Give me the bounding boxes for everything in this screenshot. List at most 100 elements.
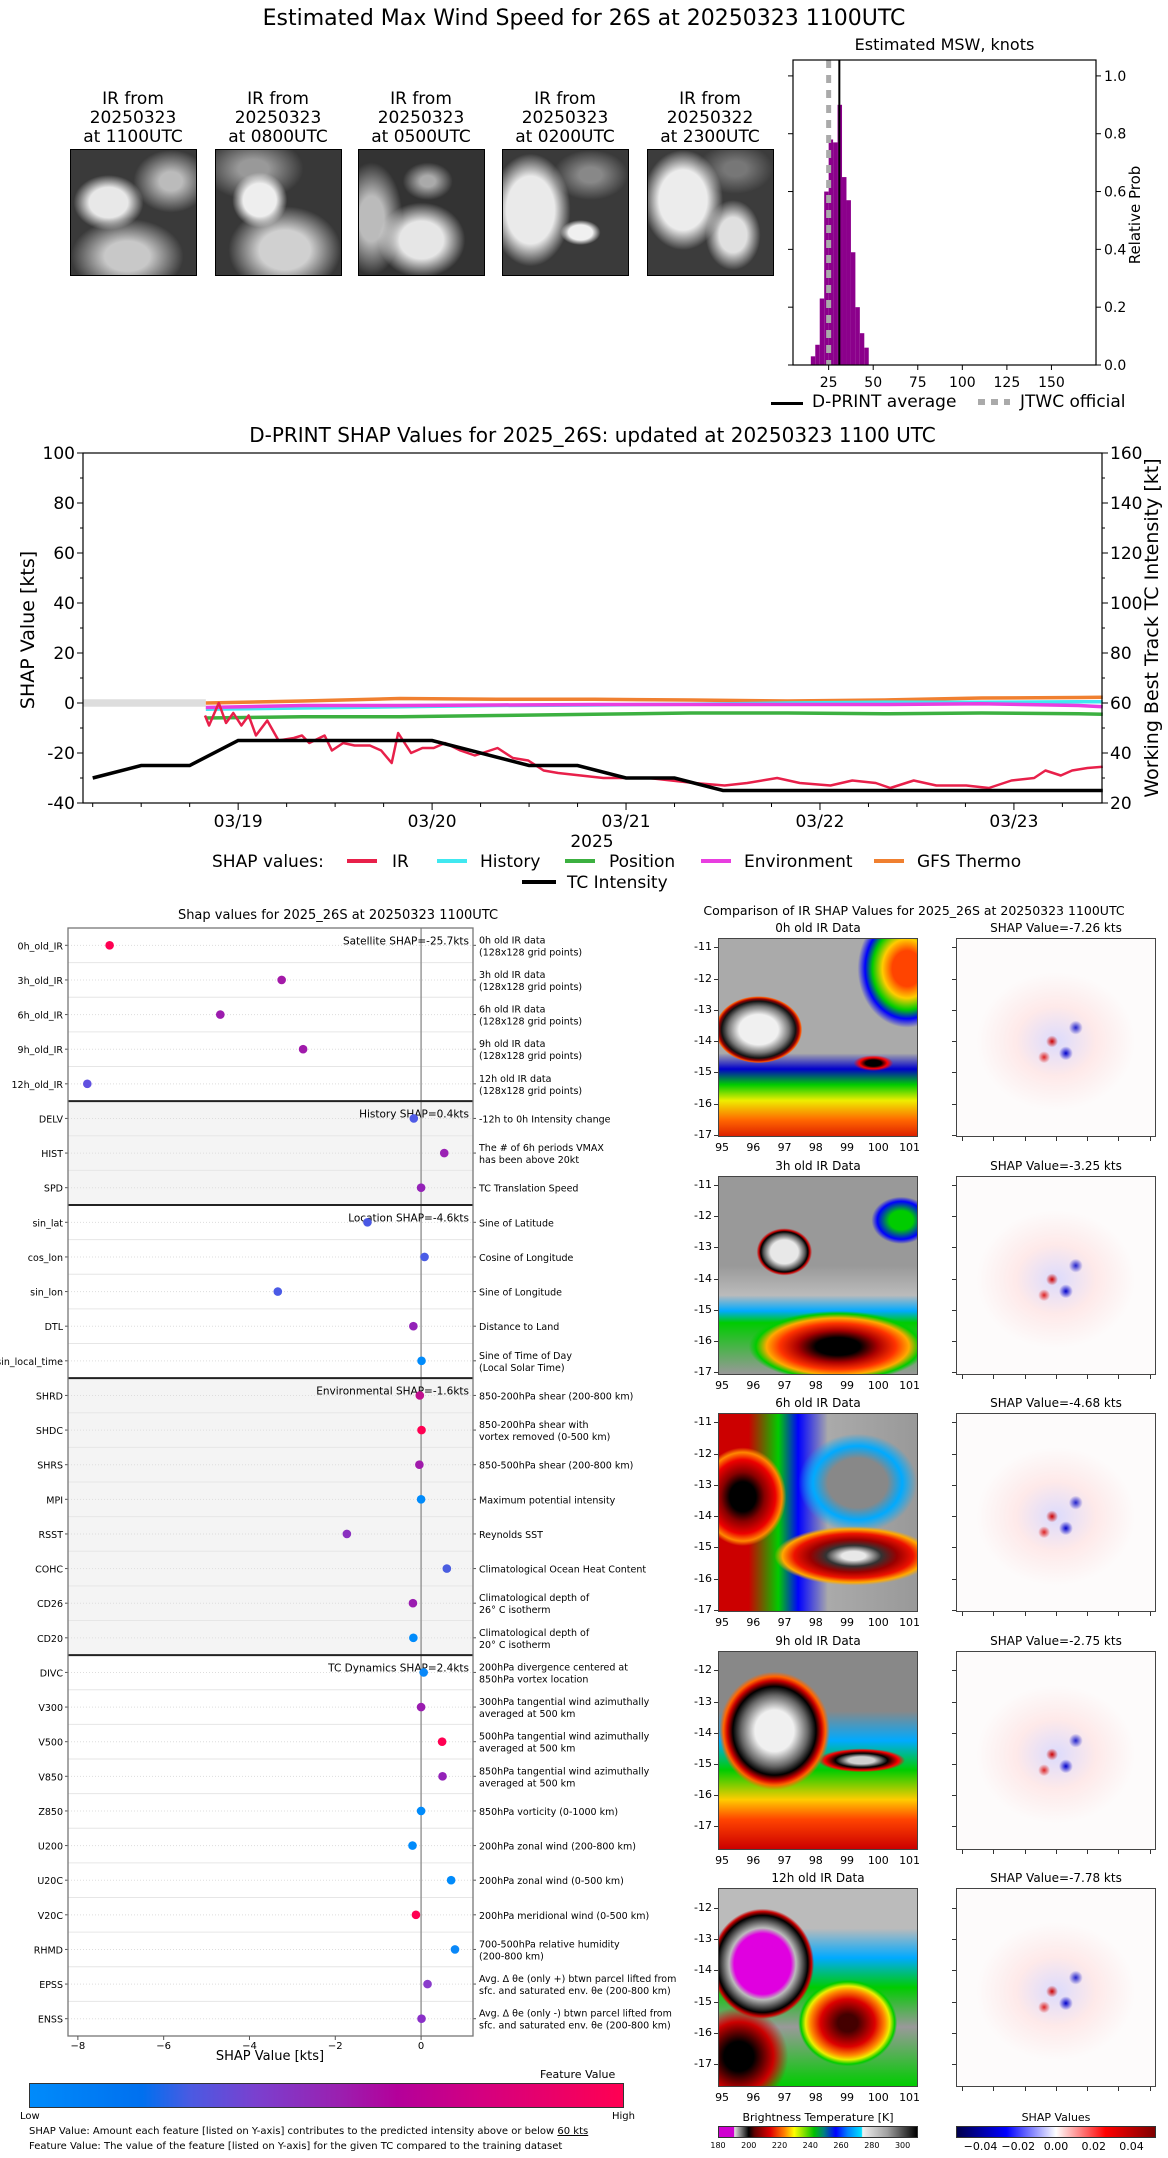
- x-tick-label: 03/22: [795, 812, 844, 832]
- ir-thumbnail-image: [647, 149, 774, 276]
- lon-tick-label: 101: [899, 1853, 921, 1867]
- group-shap-annotation: TC Dynamics SHAP=2.4kts: [327, 1662, 469, 1674]
- shap-lon-tick: [1087, 1849, 1089, 1854]
- feature-description: Climatological depth of: [479, 1628, 590, 1639]
- feature-label: V500: [38, 1738, 63, 1749]
- lat-tick: [714, 1547, 718, 1549]
- shap-heatmap-image: [956, 1413, 1156, 1612]
- label-line: 20250323: [377, 108, 465, 128]
- lat-tick-label: -15: [694, 1757, 712, 1771]
- shap-dot-v20c: [411, 1910, 421, 1920]
- lat-tick: [714, 1247, 718, 1249]
- shap-dot-enss: [417, 2014, 426, 2023]
- shap-dot-v500: [437, 1737, 447, 1746]
- shap-tick-label: −0.02: [1001, 2140, 1036, 2153]
- lat-tick: [714, 1907, 718, 1909]
- shap-lon-tick: [1055, 1849, 1057, 1854]
- lat-tick: [714, 978, 718, 980]
- feature-description: 700-500hPa relative humidity: [479, 1939, 620, 1950]
- y-right-tick-label: 60: [1110, 694, 1132, 714]
- shap-colorbar-title: SHAP Values: [1021, 2111, 1091, 2124]
- lat-tick-label: -12: [694, 1446, 712, 1460]
- shap-lon-tick: [1118, 1374, 1120, 1379]
- histogram-bar: [855, 307, 860, 365]
- feature-label: CD20: [37, 1634, 63, 1645]
- shap-dot-v300: [416, 1702, 426, 1712]
- shap-lat-tick: [952, 1422, 956, 1424]
- shap-panel-title: SHAP Value=-3.25 kts: [990, 1158, 1122, 1173]
- feature-label: SHDC: [36, 1426, 63, 1437]
- y-right-tick-label: 140: [1110, 494, 1142, 514]
- lat-tick-label: -15: [694, 1994, 712, 2008]
- x-tick-label: 25: [820, 375, 838, 391]
- lon-tick-label: 101: [899, 1141, 921, 1154]
- y-right-tick-label: 100: [1110, 594, 1142, 614]
- x-axis-label: 2025: [570, 832, 613, 852]
- feature-description: 500hPa tangential wind azimuthally: [479, 1732, 650, 1743]
- feature-description: 26° C isotherm: [479, 1605, 551, 1616]
- shap-lon-tick: [993, 1137, 995, 1141]
- x-tick-label: 75: [909, 375, 927, 391]
- lon-tick-label: 98: [808, 1378, 823, 1392]
- lon-tick-label: 100: [867, 1141, 889, 1154]
- lon-tick-label: 101: [899, 2091, 921, 2104]
- legend-title: SHAP values:: [212, 852, 324, 872]
- lon-tick-label: 96: [746, 1616, 761, 1629]
- feature-description: Climatological Ocean Heat Content: [479, 1565, 646, 1576]
- ir-thumbnail-label: IR from 20250323 at 0800UTC: [198, 90, 358, 147]
- lat-tick-label: -16: [694, 1096, 712, 1110]
- histogram-bar: [819, 298, 825, 365]
- feature-description: vortex removed (0-500 km): [479, 1432, 610, 1443]
- shap-dot-hist: [439, 1148, 449, 1158]
- lon-tick-label: 97: [777, 1616, 792, 1629]
- feature-value-colorbar-title: Feature Value: [540, 2068, 616, 2081]
- group-shap-annotation: Environmental SHAP=-1.6kts: [316, 1385, 469, 1397]
- feature-description: Reynolds SST: [479, 1530, 543, 1541]
- shap-dot-sin_lat: [363, 1218, 372, 1227]
- lat-tick-label: -17: [694, 1365, 712, 1379]
- y-tick-label: -20: [47, 744, 75, 764]
- shap-lat-tick: [952, 1701, 956, 1703]
- y-right-tick-label: 120: [1110, 544, 1142, 564]
- ir-thumbnail-label: IR from 20250323 at 0200UTC: [485, 90, 645, 147]
- lat-tick: [714, 1732, 718, 1734]
- feature-label: RHMD: [34, 1945, 63, 1956]
- shap-dot-v850: [438, 1772, 447, 1781]
- shap-lat-tick: [952, 978, 956, 980]
- label-line: 20250323: [521, 108, 609, 128]
- lat-tick: [714, 1795, 718, 1797]
- lat-tick: [714, 1009, 718, 1011]
- shap-lat-tick: [952, 1826, 956, 1828]
- shap-lat-tick: [952, 1764, 956, 1766]
- lat-tick: [714, 1309, 718, 1311]
- label-line: 20250323: [89, 108, 177, 128]
- lat-tick-label: -12: [694, 1663, 712, 1677]
- feature-description: 850hPa tangential wind azimuthally: [479, 1766, 650, 1777]
- baseline-band: [83, 699, 206, 707]
- legend-jtwc-label: JTWC official: [1020, 392, 1126, 412]
- legend-label: History: [480, 852, 540, 872]
- shap-dot-cohc: [442, 1564, 452, 1573]
- shap-dot-shrd: [415, 1391, 425, 1400]
- lon-tick-label: 98: [808, 1616, 823, 1629]
- y-tick-label: 40: [53, 594, 75, 614]
- lat-tick: [714, 1670, 718, 1672]
- shap-dot-cd20: [409, 1633, 418, 1643]
- feature-description: averaged at 500 km: [479, 1709, 575, 1720]
- histogram-bar: [833, 142, 838, 365]
- lat-tick: [714, 1701, 718, 1703]
- lon-tick-label: 95: [715, 2091, 730, 2104]
- feature-label: Z850: [38, 1807, 63, 1818]
- lat-tick-label: -12: [694, 1900, 712, 1914]
- histogram-bar: [815, 344, 820, 365]
- lon-tick-label: 97: [777, 2091, 792, 2104]
- shap-lat-tick: [952, 1732, 956, 1734]
- shap-lat-tick: [952, 1278, 956, 1280]
- feature-description: (128x128 grid points): [479, 982, 582, 993]
- shap-lon-tick: [962, 1137, 964, 1141]
- histogram-axes-frame: [792, 59, 1097, 366]
- lat-tick: [714, 1939, 718, 1941]
- colorbar-low-label: Low: [20, 2111, 40, 2122]
- shap-lon-tick: [1118, 1849, 1120, 1854]
- label-line: at 0500UTC: [371, 127, 471, 147]
